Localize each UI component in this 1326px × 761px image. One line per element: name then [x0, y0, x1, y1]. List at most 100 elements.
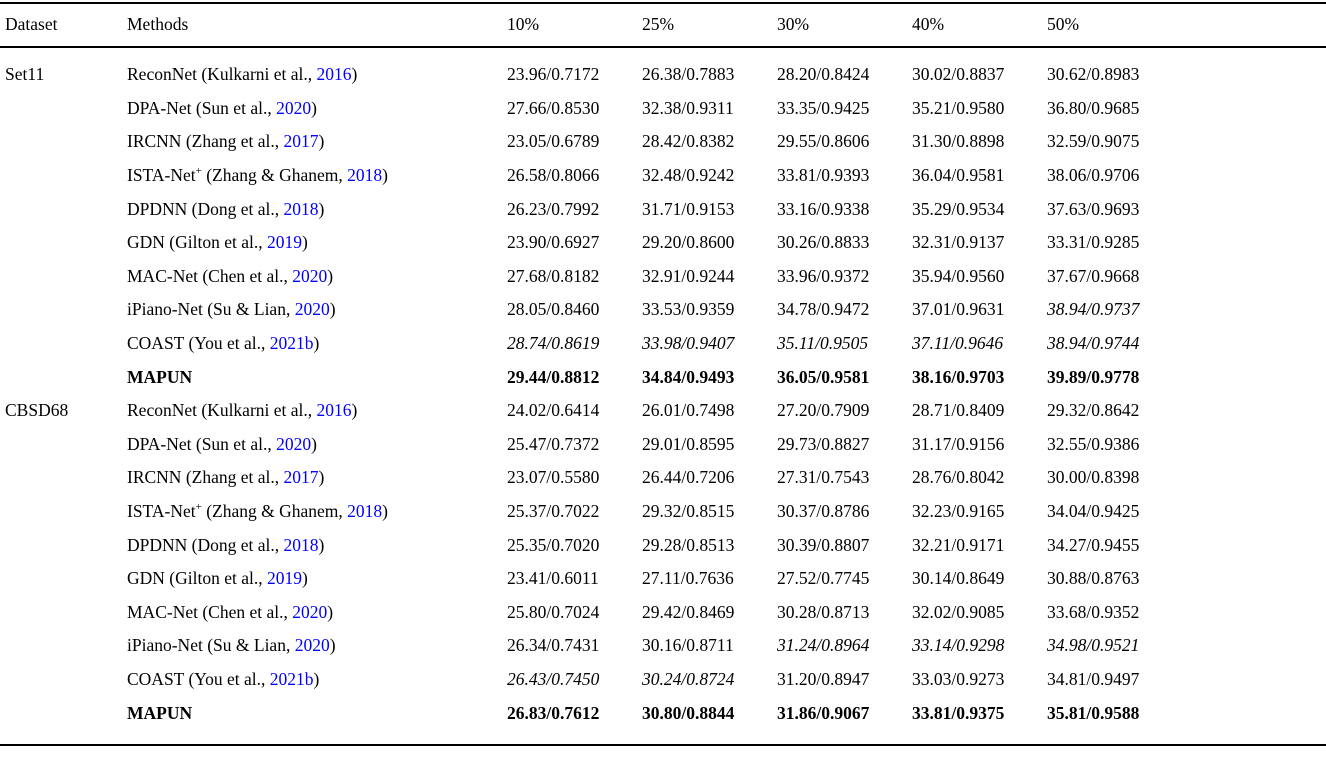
psnr-ssim-value: 26.01/0.7498: [642, 400, 735, 421]
psnr-ssim-value: 31.86/0.9067: [777, 702, 870, 723]
method-cell: GDN (Gilton et al., 2019): [127, 232, 308, 253]
citation-year-link[interactable]: 2021b: [269, 668, 314, 689]
method-superscript: +: [195, 165, 202, 178]
table-row: CBSD68 ReconNet (Kulkarni et al., 2016) 24…: [0, 394, 1326, 428]
psnr-ssim-value: 26.23/0.7992: [507, 198, 600, 219]
psnr-ssim-value: 26.34/0.7431: [507, 635, 600, 656]
dataset-label: [0, 562, 127, 596]
psnr-ssim-value: 29.01/0.8595: [642, 433, 735, 454]
psnr-ssim-value: 32.91/0.9244: [642, 265, 735, 286]
citation-year-link[interactable]: 2016: [316, 400, 352, 421]
citation-year-link[interactable]: 2018: [283, 534, 319, 555]
citation-year-link[interactable]: 2020: [292, 601, 328, 622]
psnr-ssim-value: 23.05/0.6789: [507, 131, 600, 152]
psnr-ssim-value: 30.28/0.8713: [777, 601, 870, 622]
psnr-ssim-value: 25.80/0.7024: [507, 601, 600, 622]
psnr-ssim-value: 35.29/0.9534: [912, 198, 1005, 219]
psnr-ssim-value: 25.37/0.7022: [507, 501, 600, 522]
dataset-label: [0, 159, 127, 193]
table-row: MAPUN 29.44/0.8812 34.84/0.9493 36.05/0.958…: [0, 360, 1326, 394]
psnr-ssim-value: 29.28/0.8513: [642, 534, 735, 555]
psnr-ssim-value: 30.80/0.8844: [642, 702, 735, 723]
psnr-ssim-value: 33.81/0.9393: [777, 165, 870, 186]
psnr-ssim-value: 33.68/0.9352: [1047, 601, 1140, 622]
dataset-label: [0, 293, 127, 327]
method-cell: GDN (Gilton et al., 2019): [127, 568, 308, 589]
psnr-ssim-value: 33.16/0.9338: [777, 198, 870, 219]
citation-year-link[interactable]: 2019: [266, 232, 302, 253]
table-row: iPiano-Net (Su & Lian, 2020) 26.34/0.7431…: [0, 629, 1326, 663]
dataset-label: [0, 696, 127, 745]
citation-year-link[interactable]: 2017: [283, 467, 319, 488]
header-25pct: 25%: [642, 3, 777, 48]
method-cell: COAST (You et al., 2021b): [127, 668, 320, 689]
psnr-ssim-value: 35.11/0.9505: [777, 333, 869, 354]
method-cell: ISTA-Net+ (Zhang & Ghanem, 2018): [127, 501, 388, 522]
table-row: GDN (Gilton et al., 2019) 23.41/0.6011 27.…: [0, 562, 1326, 596]
psnr-ssim-value: 28.71/0.8409: [912, 400, 1005, 421]
psnr-ssim-value: 38.06/0.9706: [1047, 165, 1140, 186]
dataset-label: [0, 596, 127, 630]
psnr-ssim-value: 33.53/0.9359: [642, 299, 735, 320]
psnr-ssim-value: 28.42/0.8382: [642, 131, 735, 152]
citation-year-link[interactable]: 2020: [292, 265, 328, 286]
header-50pct: 50%: [1047, 3, 1326, 48]
psnr-ssim-value: 37.11/0.9646: [912, 333, 1004, 354]
dataset-label: [0, 428, 127, 462]
psnr-ssim-value: 30.37/0.8786: [777, 501, 870, 522]
psnr-ssim-value: 34.78/0.9472: [777, 299, 870, 320]
psnr-ssim-value: 32.59/0.9075: [1047, 131, 1140, 152]
psnr-ssim-value: 30.02/0.8837: [912, 64, 1005, 85]
psnr-ssim-value: 36.80/0.9685: [1047, 97, 1140, 118]
citation-year-link[interactable]: 2020: [294, 635, 330, 656]
psnr-ssim-value: 26.44/0.7206: [642, 467, 735, 488]
psnr-ssim-value: 33.31/0.9285: [1047, 232, 1140, 253]
method-cell: IRCNN (Zhang et al., 2017): [127, 131, 325, 152]
citation-year-link[interactable]: 2016: [316, 64, 352, 85]
psnr-ssim-value: 36.05/0.9581: [777, 366, 870, 387]
psnr-ssim-value: 37.01/0.9631: [912, 299, 1005, 320]
psnr-ssim-value: 31.71/0.9153: [642, 198, 735, 219]
header-methods: Methods: [127, 3, 507, 48]
method-superscript: +: [195, 501, 202, 514]
table-row: COAST (You et al., 2021b) 28.74/0.8619 33.…: [0, 327, 1326, 361]
psnr-ssim-value: 31.30/0.8898: [912, 131, 1005, 152]
citation-year-link[interactable]: 2018: [347, 165, 383, 186]
table-body: Set11 ReconNet (Kulkarni et al., 2016) 23.…: [0, 47, 1326, 745]
citation-year-link[interactable]: 2018: [347, 501, 383, 522]
method-cell: DPA-Net (Sun et al., 2020): [127, 97, 317, 118]
psnr-ssim-value: 32.38/0.9311: [642, 97, 734, 118]
psnr-ssim-value: 27.31/0.7543: [777, 467, 870, 488]
psnr-ssim-value: 29.44/0.8812: [507, 366, 600, 387]
citation-year-link[interactable]: 2017: [283, 131, 319, 152]
citation-year-link[interactable]: 2019: [266, 568, 302, 589]
dataset-label: [0, 327, 127, 361]
table-row: COAST (You et al., 2021b) 26.43/0.7450 30.…: [0, 663, 1326, 697]
citation-year-link[interactable]: 2020: [276, 433, 312, 454]
table-row: GDN (Gilton et al., 2019) 23.90/0.6927 29.…: [0, 226, 1326, 260]
psnr-ssim-value: 34.04/0.9425: [1047, 501, 1140, 522]
psnr-ssim-value: 30.14/0.8649: [912, 568, 1005, 589]
table-row: IRCNN (Zhang et al., 2017) 23.07/0.5580 26…: [0, 461, 1326, 495]
method-cell: COAST (You et al., 2021b): [127, 333, 320, 354]
psnr-ssim-value: 38.16/0.9703: [912, 366, 1005, 387]
header-40pct: 40%: [912, 3, 1047, 48]
table-row: iPiano-Net (Su & Lian, 2020) 28.05/0.8460…: [0, 293, 1326, 327]
psnr-ssim-value: 28.20/0.8424: [777, 64, 870, 85]
psnr-ssim-value: 37.67/0.9668: [1047, 265, 1140, 286]
psnr-ssim-value: 33.03/0.9273: [912, 668, 1005, 689]
method-cell: MAC-Net (Chen et al., 2020): [127, 601, 334, 622]
citation-year-link[interactable]: 2020: [294, 299, 330, 320]
psnr-ssim-value: 26.83/0.7612: [507, 702, 600, 723]
psnr-ssim-value: 28.74/0.8619: [507, 333, 600, 354]
citation-year-link[interactable]: 2020: [276, 97, 312, 118]
dataset-label: [0, 528, 127, 562]
psnr-ssim-value: 29.32/0.8515: [642, 501, 735, 522]
citation-year-link[interactable]: 2021b: [269, 333, 314, 354]
citation-year-link[interactable]: 2018: [283, 198, 319, 219]
psnr-ssim-value: 27.52/0.7745: [777, 568, 870, 589]
psnr-ssim-value: 30.16/0.8711: [642, 635, 734, 656]
header-dataset: Dataset: [0, 3, 127, 48]
psnr-ssim-value: 33.35/0.9425: [777, 97, 870, 118]
dataset-label: Set11: [5, 64, 45, 85]
